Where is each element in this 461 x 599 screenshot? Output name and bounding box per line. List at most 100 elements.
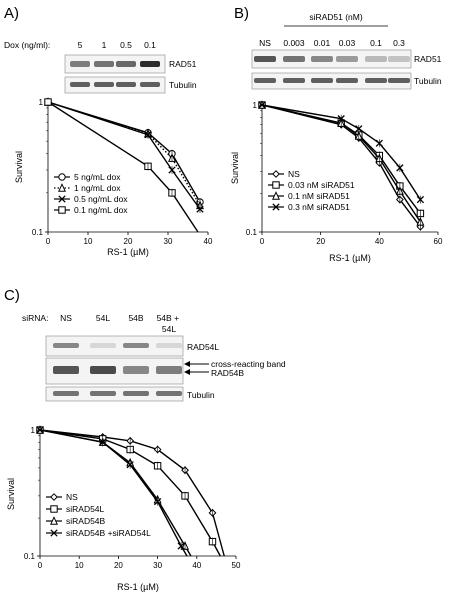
legend-marker [272,170,280,178]
blot-a-lane-1: 5 [78,40,83,50]
tubulin-band [311,78,333,83]
x-tick-label: 10 [75,561,84,570]
chart-a-xlabel: RS-1 (µM) [107,247,149,257]
legend-marker [58,195,66,203]
panel-label-b: B) [234,5,249,22]
rad51-band [70,61,90,67]
x-tick-label: 0 [46,237,51,246]
tubulin-band [140,82,160,87]
chart-a: Survival RS-1 (µM) 0 10 20 30 40 0.1 1 5 ng/mL… [14,97,213,257]
rad54l-band [123,343,149,348]
chart-c-series [36,425,225,557]
tubulin-band [123,391,149,396]
tubulin-band [94,82,114,87]
series-line-0 [261,104,421,228]
blot-a-lane-3: 0.5 [120,40,132,50]
chart-b: Survival RS-1 (µM) 0 20 40 60 0.1 1 NS0.03 nM… [230,100,443,263]
y-tick-label: 1 [31,426,36,435]
chart-c-xlabel: RS-1 (µM) [117,582,159,592]
blot-c-annotation-rad54b: RAD54B [211,368,244,378]
chart-a-series [44,97,204,233]
rad54b-band [156,366,182,374]
legend-label: 0.1 ng/mL dox [74,205,128,215]
blot-a-tubulin-strip [64,76,166,94]
blot-c-arrowhead-rad54b [184,369,190,375]
rad54l-band [53,343,79,348]
tubulin-band [70,82,90,87]
x-tick-label: 40 [375,237,384,246]
chart-c-ylabel: Survival [6,478,16,510]
rad54b-band [53,366,79,374]
rad51-band [254,56,276,62]
rad54l-band [156,343,182,348]
legend-marker [272,191,280,200]
legend-label: 0.1 nM siRAD51 [288,191,350,201]
rad54b-band [90,366,116,374]
rad51-band [365,56,387,62]
blot-c-lane-2: 54L [96,313,110,323]
blot-b-lane-4: 0.03 [339,38,356,48]
x-tick-label: 10 [84,237,93,246]
x-tick-label: 20 [316,237,325,246]
tubulin-band [283,78,305,83]
rad54b-band [123,366,149,374]
y-tick-label: 0.1 [246,228,258,237]
legend-label: 0.5 ng/mL dox [74,194,128,204]
y-tick-label: 1 [253,101,258,110]
rad51-band [388,56,410,62]
rad51-band [140,61,160,67]
series-line-2 [261,104,421,223]
blot-c-header-label: siRNA: [22,313,48,323]
x-tick-label: 20 [124,237,133,246]
blot-b-bands [254,56,410,83]
chart-a-ylabel: Survival [14,151,24,183]
blot-b-row-tubulin: Tubulin [414,76,442,86]
legend-label: siRAD54L [66,504,105,514]
tubulin-band [90,391,116,396]
blot-c-row-tubulin: Tubulin [187,390,215,400]
legend-marker [50,493,58,501]
rad54l-band [90,343,116,348]
y-tick-label: 1 [39,98,44,107]
legend-marker [50,516,58,525]
tubulin-band [365,78,387,83]
legend-label: 5 ng/mL dox [74,172,121,182]
blot-c-lane-1: NS [60,313,72,323]
panel-label-a: A) [4,5,19,22]
chart-b-xlabel: RS-1 (µM) [329,253,371,263]
chart-c-ticks: 0 10 20 30 40 50 0.1 1 [24,426,241,570]
legend-label: siRAD54B [66,516,106,526]
blot-a-row-tubulin: Tubulin [169,80,197,90]
x-tick-label: 60 [434,237,443,246]
rad51-band [116,61,136,67]
chart-b-ticks: 0 20 40 60 0.1 1 [246,101,443,246]
blot-c-lane-4-line-1: 54B + [157,313,179,323]
blot-c-row-rad54l: RAD54L [187,342,219,352]
legend-marker [272,203,280,211]
legend-label: siRAD54B +siRAD54L [66,528,151,538]
blot-c-lane-3: 54B [128,313,143,323]
blot-c-lane-4: 54B + 54L [157,313,182,334]
blot-c-arrowhead-cross [184,361,190,367]
legend-marker [272,181,280,189]
series-line-0 [47,101,201,203]
blot-b-lane-3: 0.01 [314,38,331,48]
series-line-2 [47,101,201,210]
x-tick-label: 30 [153,561,162,570]
legend-label: NS [66,492,78,502]
blot-a-header-label: Dox (ng/ml): [4,40,50,50]
data-point-3-0 [258,101,266,109]
series-line-3 [47,101,199,233]
legend-label: 1 ng/mL dox [74,183,121,193]
x-tick-label: 50 [232,561,241,570]
rad51-band [283,56,305,62]
legend-marker [58,206,66,214]
tubulin-band [156,391,182,396]
legend-label: 0.3 nM siRAD51 [288,202,350,212]
blot-a-lane-2: 1 [102,40,107,50]
x-tick-label: 40 [204,237,213,246]
blot-b-lane-6: 0.3 [393,38,405,48]
chart-c-legend: NS siRAD54L siRAD54B siRAD54B +siRAD54L [46,492,151,538]
x-tick-label: 0 [260,237,265,246]
